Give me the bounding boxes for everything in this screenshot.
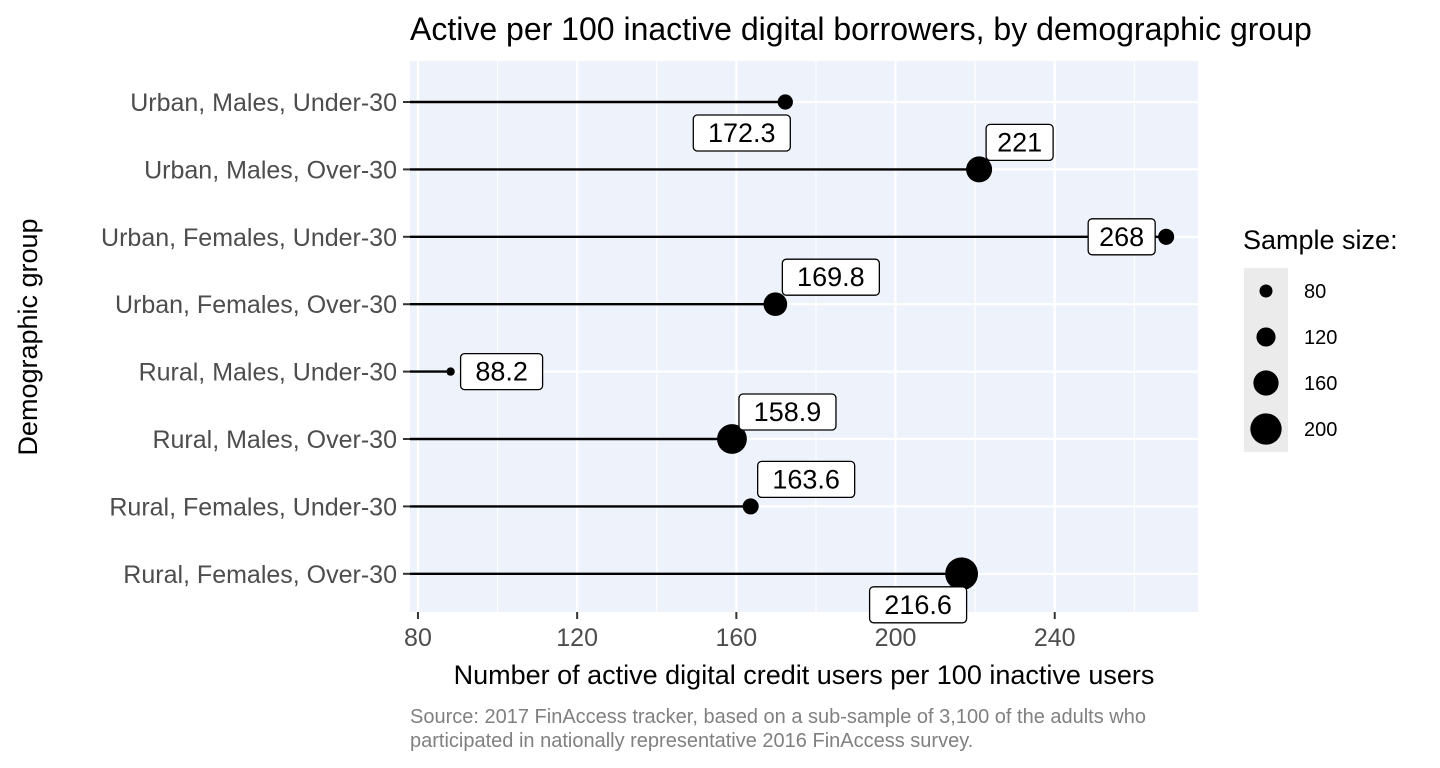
data-label-box <box>692 114 791 152</box>
data-marks <box>410 94 1175 591</box>
data-label: 268 <box>1099 222 1144 252</box>
y-tick-label: Rural, Females, Under-30 <box>109 493 397 521</box>
data-label-box <box>985 123 1054 162</box>
data-label-box <box>459 352 544 391</box>
y-tick-label: Urban, Females, Over-30 <box>115 291 397 319</box>
data-label-box <box>738 393 837 431</box>
lollipop-point <box>1158 228 1175 245</box>
x-tick-label: 120 <box>556 624 598 652</box>
legend-point <box>1253 370 1279 396</box>
source-caption-line-1: Source: 2017 FinAccess tracker, based on… <box>410 706 1146 728</box>
data-label-box <box>757 460 856 499</box>
data-label-box <box>781 258 880 296</box>
legend-title: Sample size: <box>1243 225 1398 255</box>
data-label-box <box>1087 218 1156 256</box>
legend: 80 120 160 200 <box>1244 268 1337 452</box>
data-label: 172.3 <box>708 118 776 148</box>
legend-label: 80 <box>1304 281 1326 303</box>
data-label: 163.6 <box>772 464 840 494</box>
legend-label: 200 <box>1304 419 1337 441</box>
chart-title: Active per 100 inactive digital borrower… <box>410 11 1312 47</box>
y-tick-label: Urban, Females, Under-30 <box>101 224 397 252</box>
legend-point <box>1259 284 1273 298</box>
legend-point <box>1250 413 1282 445</box>
x-tick-label: 200 <box>875 624 917 652</box>
data-label: 158.9 <box>754 397 822 427</box>
y-tick-label: Rural, Females, Over-30 <box>123 561 397 589</box>
lollipop-point <box>446 367 455 376</box>
axes: 80 120 160 200 240 Urban, Males, Under-30 Urba… <box>101 89 1076 652</box>
y-tick-label: Rural, Males, Under-30 <box>139 359 397 387</box>
legend-point <box>1256 327 1276 347</box>
plot-panel <box>410 61 1198 612</box>
data-label: 169.8 <box>797 262 865 292</box>
lollipop-point <box>742 498 759 515</box>
legend-label: 160 <box>1304 373 1337 395</box>
x-axis-title: Number of active digital credit users pe… <box>454 660 1155 690</box>
x-tick-label: 160 <box>715 624 757 652</box>
lollipop-point <box>717 424 747 454</box>
legend-label: 120 <box>1304 327 1337 349</box>
data-labels: 172.3 221 268 169.8 88.2 158.9 163.6 216.6 <box>459 114 1156 624</box>
x-tick-label: 80 <box>404 624 432 652</box>
y-axis-title: Demographic group <box>13 218 43 455</box>
data-label: 216.6 <box>884 590 952 620</box>
lollipop-point <box>945 557 979 591</box>
lollipop-point <box>966 156 993 183</box>
lollipop-point <box>777 94 793 110</box>
lollipop-point <box>763 292 788 317</box>
data-label: 221 <box>997 127 1042 157</box>
y-tick-label: Urban, Males, Over-30 <box>144 156 397 184</box>
source-caption-line-2: participated in nationally representativ… <box>410 730 973 752</box>
y-tick-label: Urban, Males, Under-30 <box>130 89 397 117</box>
y-tick-label: Rural, Males, Over-30 <box>152 426 397 454</box>
data-label-box <box>868 586 968 624</box>
data-label: 88.2 <box>475 357 528 387</box>
x-tick-label: 240 <box>1034 624 1076 652</box>
